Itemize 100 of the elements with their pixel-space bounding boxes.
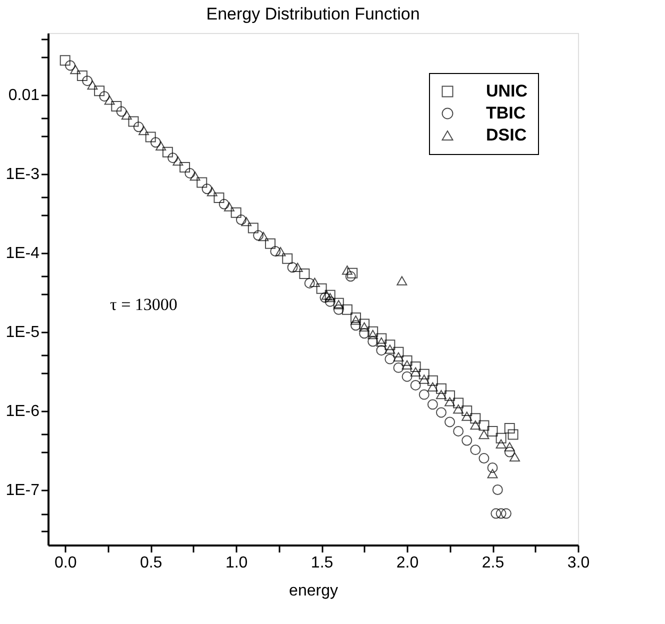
point — [70, 64, 81, 74]
point — [487, 426, 498, 436]
point — [94, 86, 105, 96]
point — [418, 374, 430, 384]
point — [487, 462, 498, 473]
y-tick-label: 1E-4 — [6, 245, 40, 262]
x-axis-title: energy — [289, 582, 338, 600]
legend-label: TBIC — [486, 104, 526, 122]
point — [427, 399, 438, 410]
point — [324, 292, 336, 302]
point — [508, 429, 518, 440]
point — [384, 354, 396, 364]
point — [490, 508, 502, 519]
point — [180, 162, 190, 173]
point — [478, 420, 490, 431]
point — [76, 70, 88, 81]
point — [436, 383, 446, 394]
point — [470, 420, 481, 430]
point — [453, 398, 464, 408]
point — [478, 453, 490, 464]
point — [287, 262, 298, 273]
point — [496, 432, 506, 444]
y-tick-label: 1E-3 — [6, 166, 40, 184]
point — [333, 304, 344, 315]
point — [82, 76, 93, 86]
point — [168, 152, 178, 164]
point — [368, 326, 378, 337]
point — [396, 276, 408, 286]
point — [248, 222, 258, 234]
point — [504, 442, 515, 452]
point — [500, 508, 512, 519]
point — [402, 355, 412, 366]
point — [265, 238, 276, 249]
point — [444, 416, 456, 428]
legend-label: UNIC — [486, 82, 528, 100]
point — [368, 336, 378, 347]
point — [350, 315, 361, 325]
point — [444, 397, 456, 406]
point — [496, 508, 506, 519]
point — [393, 362, 404, 373]
point — [241, 216, 252, 226]
point — [359, 318, 370, 330]
point — [504, 446, 515, 458]
point — [345, 271, 356, 282]
point — [436, 390, 446, 400]
point — [258, 232, 269, 242]
y-tick-label: 0.01 — [8, 87, 40, 104]
point — [156, 141, 166, 150]
point — [282, 253, 293, 264]
point — [444, 390, 456, 401]
point — [487, 469, 498, 478]
point — [427, 375, 438, 386]
point — [342, 266, 352, 275]
point — [470, 413, 481, 424]
point — [104, 95, 115, 105]
y-tick-label: 1E-6 — [6, 403, 40, 420]
point — [320, 292, 330, 303]
point — [418, 368, 430, 380]
point — [402, 371, 412, 382]
point — [462, 412, 472, 421]
point — [128, 116, 139, 127]
x-tick-label: 0.0 — [54, 554, 77, 572]
x-tick-label: 0.5 — [140, 554, 162, 572]
point — [206, 187, 218, 196]
point — [384, 344, 396, 354]
point — [138, 126, 149, 136]
point — [202, 184, 212, 194]
point — [275, 246, 286, 256]
point — [393, 346, 404, 358]
x-tick-label: 1.5 — [310, 554, 334, 572]
annotation: τ = 13000 — [110, 295, 178, 314]
point — [111, 101, 122, 112]
point — [376, 333, 387, 344]
point — [116, 106, 127, 117]
point — [376, 345, 387, 356]
point — [504, 422, 515, 434]
point — [224, 202, 234, 212]
point — [496, 439, 506, 449]
y-tick-label: 1E-5 — [6, 324, 40, 342]
point — [292, 262, 303, 272]
point — [384, 340, 396, 350]
point — [64, 60, 76, 71]
point — [150, 137, 161, 148]
point — [304, 278, 315, 288]
point — [324, 290, 336, 300]
y-tick-label: 1E-7 — [6, 482, 40, 500]
point — [470, 444, 481, 456]
chart-title: Energy Distribution Function — [206, 4, 420, 24]
x-tick-label: 3.0 — [567, 554, 590, 572]
point — [133, 122, 144, 132]
legend-label: DSIC — [486, 126, 527, 144]
point — [376, 337, 387, 347]
point — [162, 146, 173, 158]
point — [184, 168, 196, 178]
point — [393, 352, 404, 362]
x-tick-label: 2.0 — [396, 554, 419, 572]
point — [172, 156, 184, 166]
point — [99, 91, 110, 102]
point — [342, 304, 352, 315]
point — [347, 268, 358, 278]
